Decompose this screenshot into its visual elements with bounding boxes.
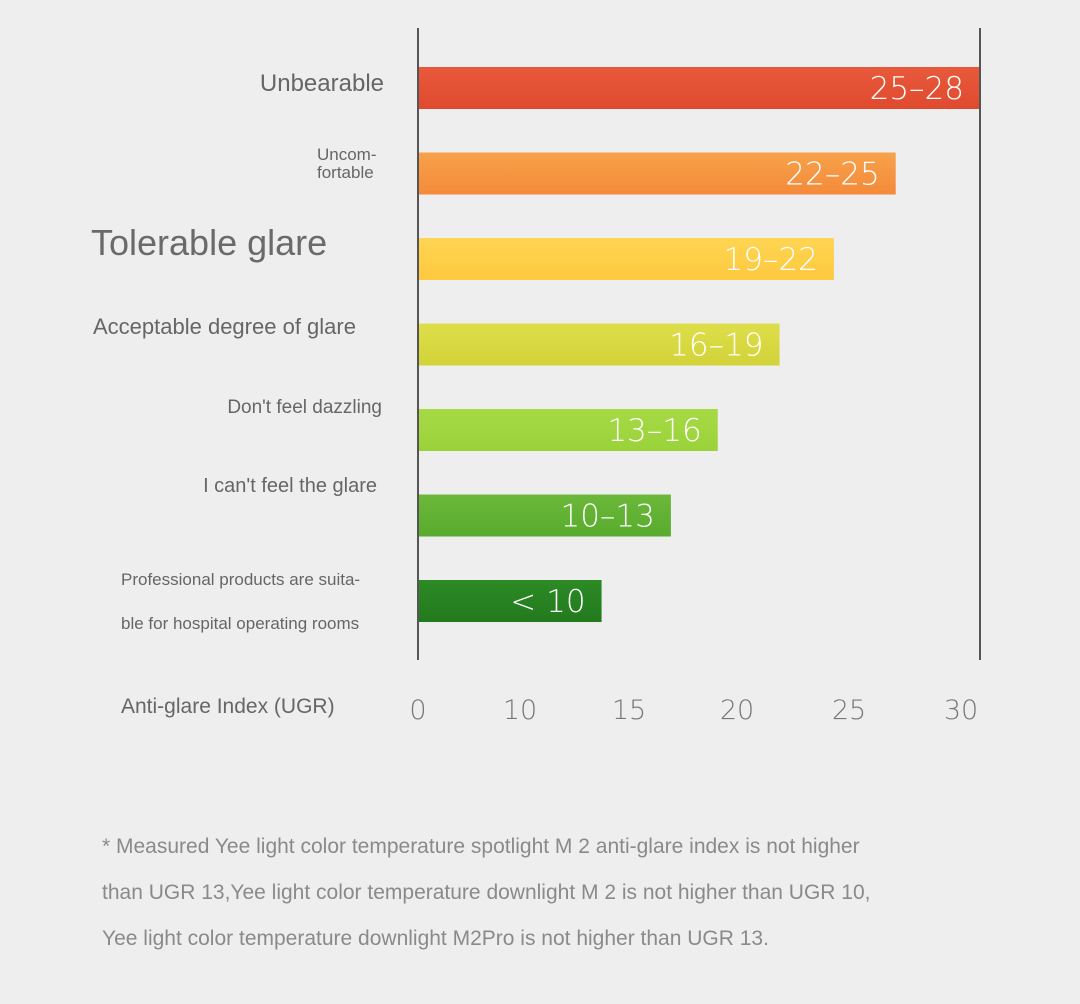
x-tick-label-15: 15 [612,695,646,726]
footnote-line-2: than UGR 13,Yee light color temperature … [102,881,871,904]
footnote-line-3: Yee light color temperature downlight M2… [102,927,769,950]
bar-6 [418,580,602,622]
bars-group [418,67,980,622]
category-label-uncomfortable-line-2: fortable [317,163,374,182]
category-label-uncomfortable-line-1: Uncom- [317,145,377,164]
bar-label-1: 22–25 [785,157,879,193]
footnote-line-1: * Measured Yee light color temperature s… [102,835,860,858]
category-label-professional-line-1: Professional products are suita- [121,570,361,589]
category-label-acceptable: Acceptable degree of glare [93,314,356,339]
category-label-not-dazzling: Don't feel dazzling [227,397,382,418]
bar-4 [418,409,718,451]
category-label-unbearable: Unbearable [259,70,384,97]
x-ticks-group: 0 10 15 20 25 30 [409,695,978,726]
x-tick-label-20: 20 [720,695,754,726]
category-label-tolerable-glare: Tolerable glare [91,222,328,263]
x-tick-label-30: 30 [944,695,978,726]
bar-label-4: 13–16 [607,413,701,449]
category-label-professional: Professional products are suita- ble for… [121,558,391,646]
category-label-uncomfortable: Uncom- fortable [317,146,437,182]
bar-1 [418,152,896,195]
category-label-professional-line-2: ble for hospital operating rooms [121,614,360,633]
category-label-cant-feel-glare: I can't feel the glare [203,475,377,497]
bar-label-0: 25–28 [870,71,964,107]
bar-3 [418,323,780,366]
bar-5 [418,494,671,537]
x-tick-label-10: 10 [503,695,537,726]
bar-label-6: < 10 [510,584,585,620]
bar-0 [418,67,980,109]
x-tick-label-0: 0 [409,695,426,726]
bar-2 [418,238,834,280]
x-tick-label-25: 25 [832,695,866,726]
x-axis-title: Anti-glare Index (UGR) [121,695,335,718]
footnote: * Measured Yee light color temperature s… [102,824,1002,962]
bar-labels-group: 25–28 22–25 19–22 16–19 13–16 10–13 < 10 [510,71,964,620]
bar-label-3: 16–19 [669,328,763,364]
bar-label-2: 19–22 [723,242,817,278]
chart-svg: 25–28 22–25 19–22 16–19 13–16 10–13 < 10 0 10 15… [409,28,981,726]
bar-label-5: 10–13 [560,499,654,535]
